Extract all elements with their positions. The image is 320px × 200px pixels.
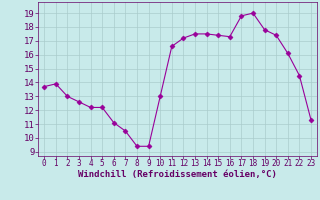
- X-axis label: Windchill (Refroidissement éolien,°C): Windchill (Refroidissement éolien,°C): [78, 170, 277, 179]
